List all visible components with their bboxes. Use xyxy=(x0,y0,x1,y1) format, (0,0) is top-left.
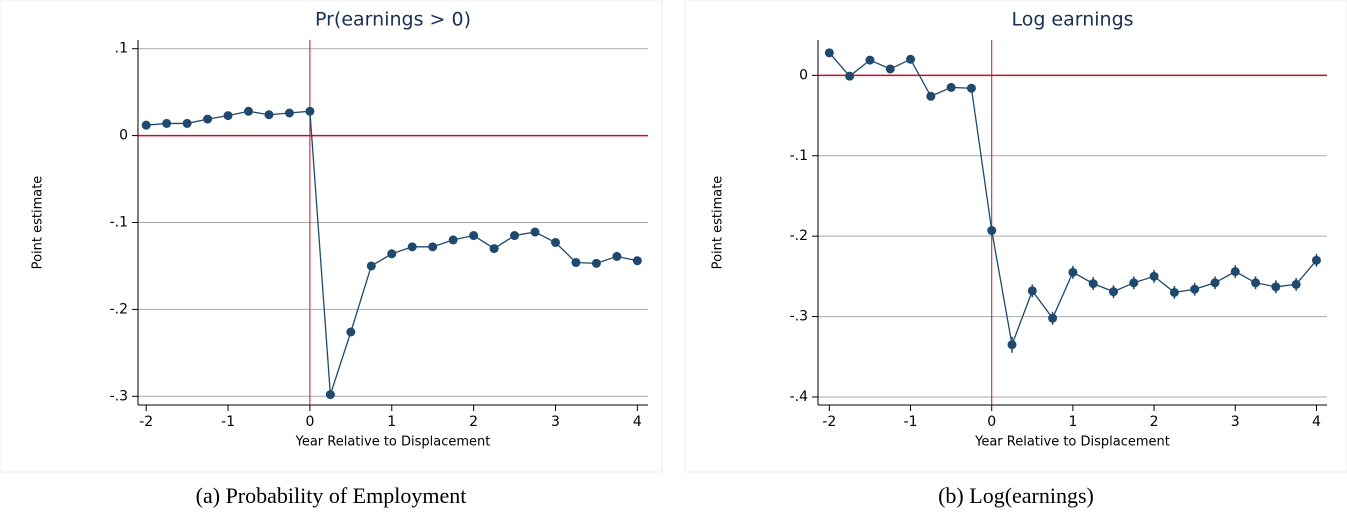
point xyxy=(906,54,916,64)
y-tick-label: -.3 xyxy=(110,388,128,404)
chart-title: Pr(earnings > 0) xyxy=(315,9,471,31)
y-tick-label: -.3 xyxy=(790,309,808,325)
point xyxy=(824,48,834,58)
x-tick-label: 4 xyxy=(633,414,642,430)
x-tick-label: 2 xyxy=(469,414,478,430)
panel-frame xyxy=(0,0,663,473)
chart-title: Log earnings xyxy=(1011,9,1133,31)
point xyxy=(162,118,172,128)
x-tick-label: 0 xyxy=(305,414,314,430)
point xyxy=(1230,267,1240,277)
x-axis-label: Year Relative to Displacement xyxy=(295,435,491,450)
point xyxy=(1129,278,1139,288)
point xyxy=(264,110,274,120)
point xyxy=(284,108,294,118)
point xyxy=(1190,284,1200,294)
point xyxy=(1108,287,1118,297)
point xyxy=(428,242,438,252)
point xyxy=(182,118,192,128)
point xyxy=(1169,287,1179,297)
point xyxy=(865,55,875,65)
point xyxy=(1027,286,1037,296)
x-tick-label: 3 xyxy=(551,414,560,430)
x-tick-label: -1 xyxy=(221,414,235,430)
caption: (b) Log(earnings) xyxy=(938,483,1094,508)
point xyxy=(223,111,233,121)
x-tick-label: 2 xyxy=(1150,414,1159,430)
point xyxy=(1088,279,1098,289)
y-axis-label: Point estimate xyxy=(31,176,46,270)
x-tick-label: 3 xyxy=(1231,414,1240,430)
y-tick-label: -.2 xyxy=(110,301,128,317)
x-tick-label: 0 xyxy=(987,414,996,430)
point xyxy=(1291,279,1301,289)
point xyxy=(469,231,479,241)
x-tick-label: 4 xyxy=(1312,414,1321,430)
caption: (a) Probability of Employment xyxy=(196,483,467,508)
y-tick-label: 0 xyxy=(799,67,808,83)
y-tick-label: -.4 xyxy=(790,389,809,405)
point xyxy=(632,256,642,266)
point xyxy=(1048,313,1058,323)
y-axis-label: Point estimate xyxy=(711,176,726,270)
point xyxy=(530,227,540,237)
point xyxy=(346,327,356,337)
point xyxy=(1068,267,1078,277)
point xyxy=(1311,255,1321,265)
point xyxy=(1007,340,1017,350)
point xyxy=(387,249,397,259)
x-tick-label: -2 xyxy=(822,414,836,430)
point xyxy=(1271,282,1281,292)
x-tick-label: 1 xyxy=(387,414,396,430)
point xyxy=(305,106,315,116)
point xyxy=(1210,278,1220,288)
point xyxy=(325,390,335,400)
point xyxy=(612,251,622,261)
point xyxy=(203,114,213,124)
y-tick-label: -.1 xyxy=(790,148,808,164)
y-tick-label: .1 xyxy=(115,41,128,57)
point xyxy=(141,120,151,130)
point xyxy=(550,237,560,247)
point xyxy=(571,257,581,267)
point xyxy=(489,244,499,254)
point xyxy=(845,71,855,81)
point xyxy=(926,91,936,101)
point xyxy=(966,83,976,93)
point xyxy=(987,226,997,236)
y-tick-label: -.1 xyxy=(110,215,128,231)
x-tick-label: -1 xyxy=(904,414,918,430)
y-tick-label: 0 xyxy=(119,128,128,144)
y-tick-label: -.2 xyxy=(790,228,808,244)
point xyxy=(946,82,956,92)
point xyxy=(448,235,458,245)
point xyxy=(366,261,376,271)
x-axis-label: Year Relative to Displacement xyxy=(974,435,1170,450)
point xyxy=(1251,278,1261,288)
point xyxy=(1149,271,1159,281)
point xyxy=(591,258,601,268)
point xyxy=(244,106,254,116)
point xyxy=(510,231,520,241)
point xyxy=(407,242,417,252)
point xyxy=(885,64,895,74)
x-tick-label: -2 xyxy=(139,414,153,430)
x-tick-label: 1 xyxy=(1068,414,1077,430)
